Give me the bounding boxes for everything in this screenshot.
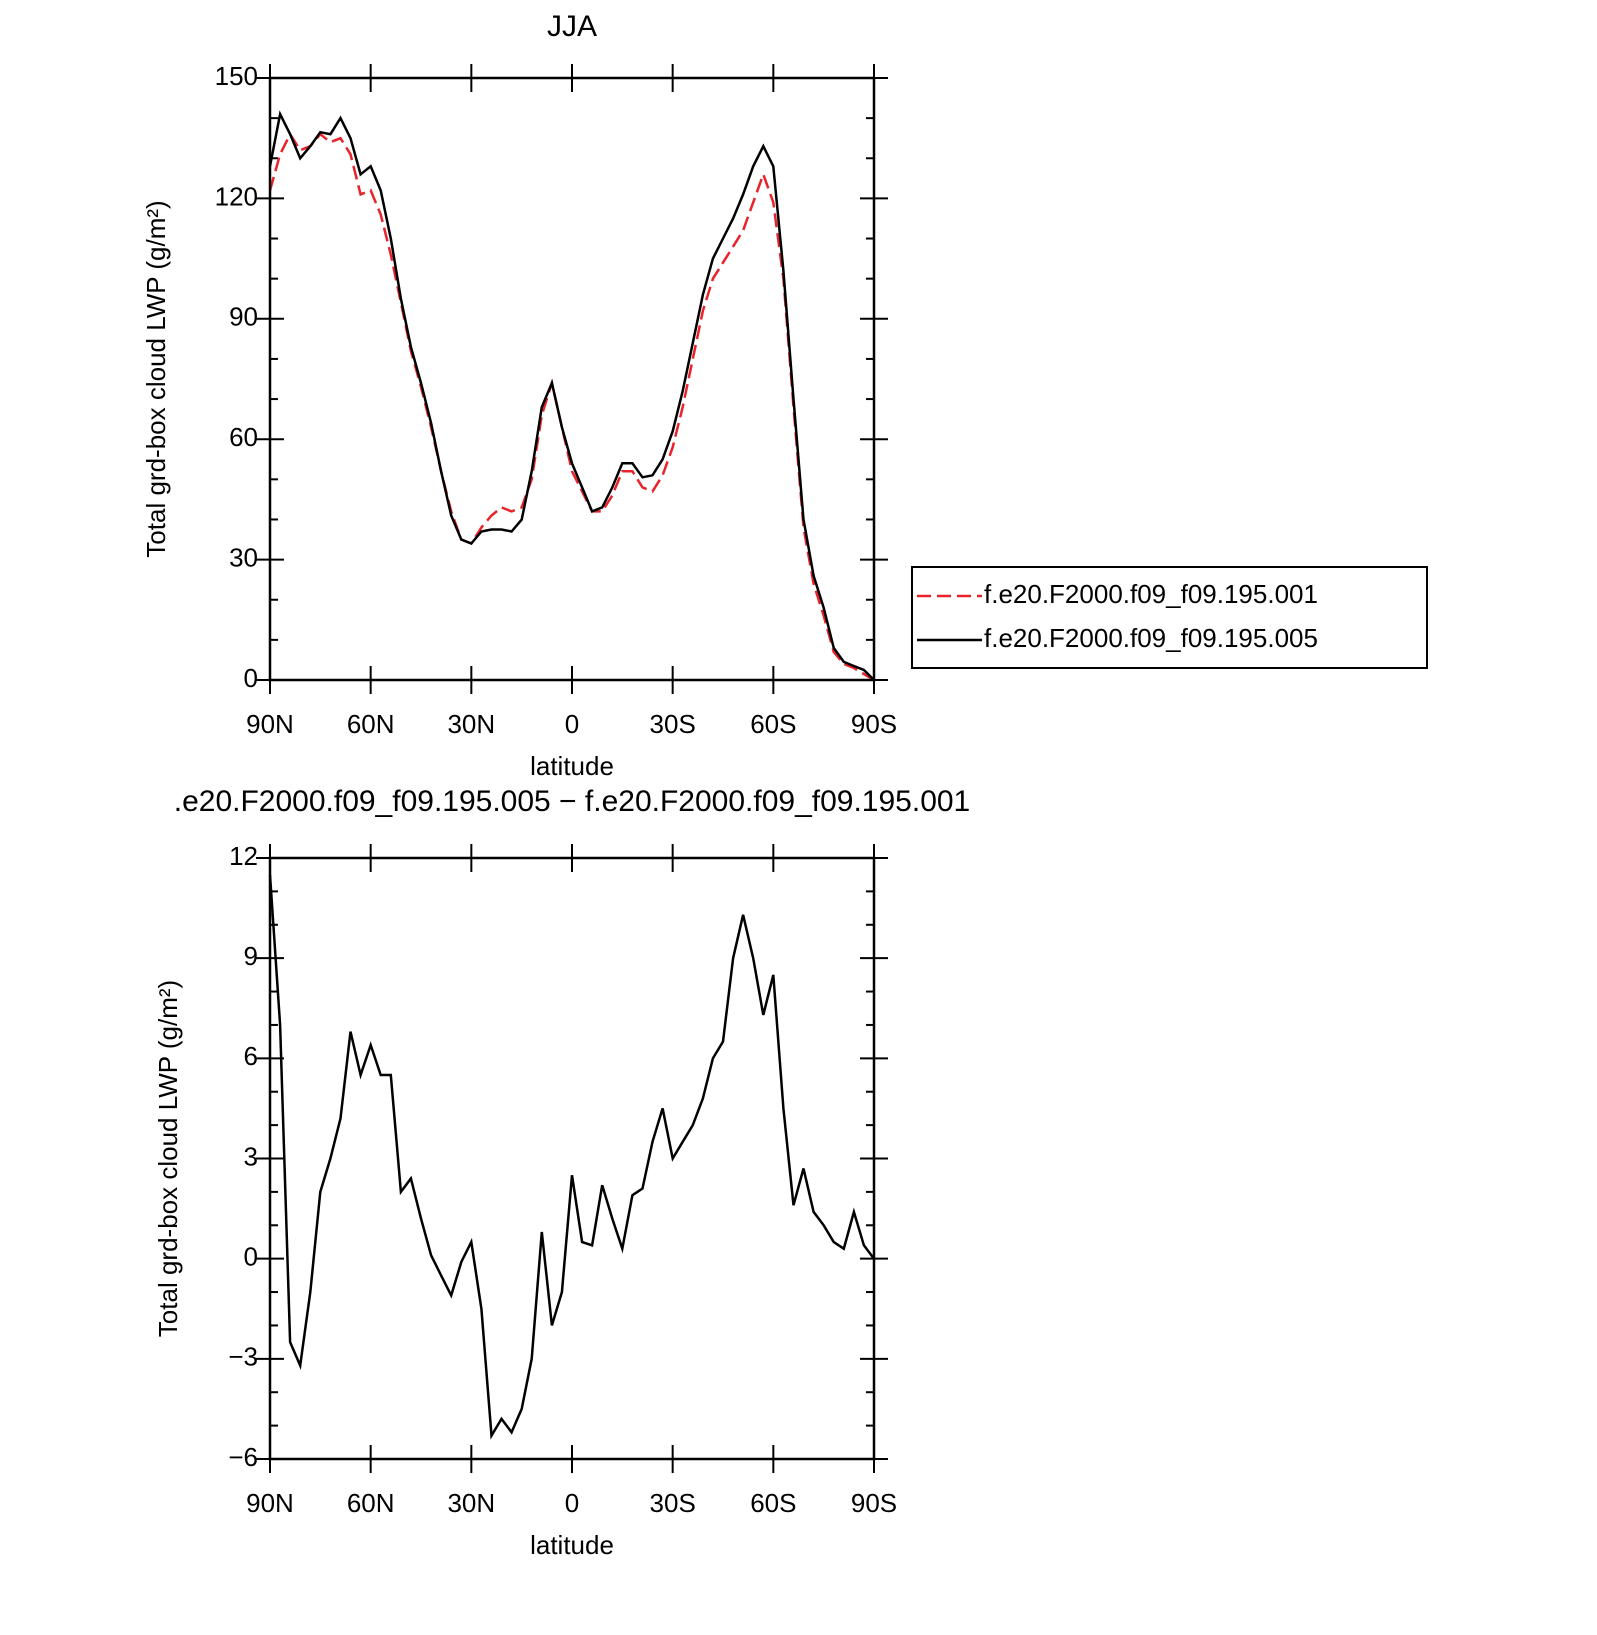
x-tick-label: 0	[565, 1488, 579, 1518]
x-tick-label: 60S	[750, 709, 796, 739]
x-tick-label: 90N	[246, 1488, 294, 1518]
x-tick-label: 30N	[447, 1488, 495, 1518]
x-tick-label: 60N	[347, 1488, 395, 1518]
chart-title: JJA	[547, 10, 597, 43]
plot-frame	[268, 76, 876, 682]
y-tick-label: 3	[244, 1141, 258, 1171]
legend-label: f.e20.F2000.f09_f09.195.005	[984, 623, 1318, 653]
y-tick-label: 60	[229, 422, 258, 452]
x-tick-label: 90S	[851, 1488, 897, 1518]
y-axis-label: Total grd-box cloud LWP (g/m²)	[141, 200, 171, 557]
series-line	[268, 131, 875, 682]
x-tick-label: 60S	[750, 1488, 796, 1518]
y-axis-label: Total grd-box cloud LWP (g/m²)	[153, 980, 183, 1337]
x-tick-label: 30S	[650, 709, 696, 739]
y-tick-label: 30	[229, 542, 258, 572]
series-line	[268, 874, 875, 1440]
x-axis-label: latitude	[530, 1530, 614, 1560]
y-tick-label: −3	[228, 1342, 258, 1372]
x-tick-label: 30N	[447, 709, 495, 739]
legend-box	[911, 566, 1428, 669]
y-tick-label: 12	[229, 841, 258, 871]
y-tick-label: 6	[244, 1041, 258, 1071]
series-line	[268, 110, 875, 681]
y-tick-label: 120	[215, 181, 258, 211]
chart-title: .e20.F2000.f09_f09.195.005 − f.e20.F2000…	[174, 785, 971, 818]
y-tick-label: 0	[244, 1242, 258, 1272]
x-tick-label: 60N	[347, 709, 395, 739]
x-axis-label: latitude	[530, 751, 614, 781]
legend-label: f.e20.F2000.f09_f09.195.001	[984, 579, 1318, 609]
x-tick-label: 90N	[246, 709, 294, 739]
x-tick-label: 0	[565, 709, 579, 739]
plot-frame	[268, 856, 876, 1461]
y-tick-label: 150	[215, 61, 258, 91]
y-tick-label: 0	[244, 663, 258, 693]
y-tick-label: 9	[244, 941, 258, 971]
y-tick-label: −6	[228, 1442, 258, 1472]
x-tick-label: 90S	[851, 709, 897, 739]
x-tick-label: 30S	[650, 1488, 696, 1518]
y-tick-label: 90	[229, 302, 258, 332]
